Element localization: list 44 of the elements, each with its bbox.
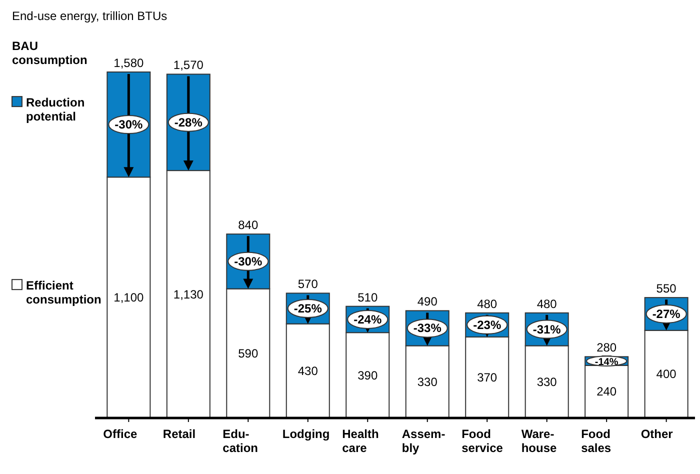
x-tick-label: Other [640, 427, 674, 441]
data-label: 1,100 [114, 290, 144, 305]
total-label: 280 [596, 340, 617, 355]
annotation: -31% [532, 322, 562, 336]
total-label: 550 [656, 282, 677, 296]
x-tick-label: Office [103, 427, 138, 441]
annotation: -30% [114, 118, 144, 132]
legend-label: Efficient consumption [26, 278, 102, 307]
data-label: 330 [536, 374, 558, 389]
annotation: -25% [294, 302, 322, 316]
data-label: 430 [298, 364, 318, 378]
total-label: 570 [298, 277, 318, 292]
x-tick-label: Food sales [581, 427, 612, 455]
total-label: 490 [417, 294, 438, 309]
total-label: 480 [536, 296, 558, 311]
data-label: 1,130 [173, 287, 204, 302]
x-tick-label: Lodging [282, 427, 330, 441]
total-label: 840 [238, 218, 258, 232]
total-label: 510 [358, 290, 378, 304]
annotation: -23% [473, 318, 502, 332]
data-label: 590 [238, 346, 258, 360]
text: BAU consumption [12, 39, 88, 67]
annotation: -28% [174, 115, 203, 130]
x-tick-label: Assem- bly [402, 427, 446, 455]
annotation: -30% [234, 254, 262, 268]
data-label: 400 [656, 367, 677, 382]
total-label: 480 [477, 296, 498, 311]
annotation: -24% [354, 312, 382, 326]
data-label: 330 [417, 374, 438, 389]
x-tick-label: Ware- house [521, 427, 558, 455]
legend-label: Reduction potential [26, 96, 85, 124]
x-tick-label: Health care [342, 427, 379, 455]
x-tick-label: Edu- cation [222, 427, 258, 455]
x-tick-label: Food service [462, 427, 504, 455]
total-label: 1,580 [114, 56, 144, 70]
chart-title: End-use energy, trillion BTUs [12, 9, 168, 23]
annotation: -33% [413, 321, 442, 336]
x-tick-label: Retail [162, 427, 196, 441]
annotation: -27% [652, 306, 681, 321]
data-label: 370 [477, 370, 498, 384]
annotation: -14% [594, 357, 618, 368]
total-label: 1,570 [173, 58, 204, 72]
data-label: 240 [596, 384, 617, 399]
data-label: 390 [358, 368, 378, 382]
